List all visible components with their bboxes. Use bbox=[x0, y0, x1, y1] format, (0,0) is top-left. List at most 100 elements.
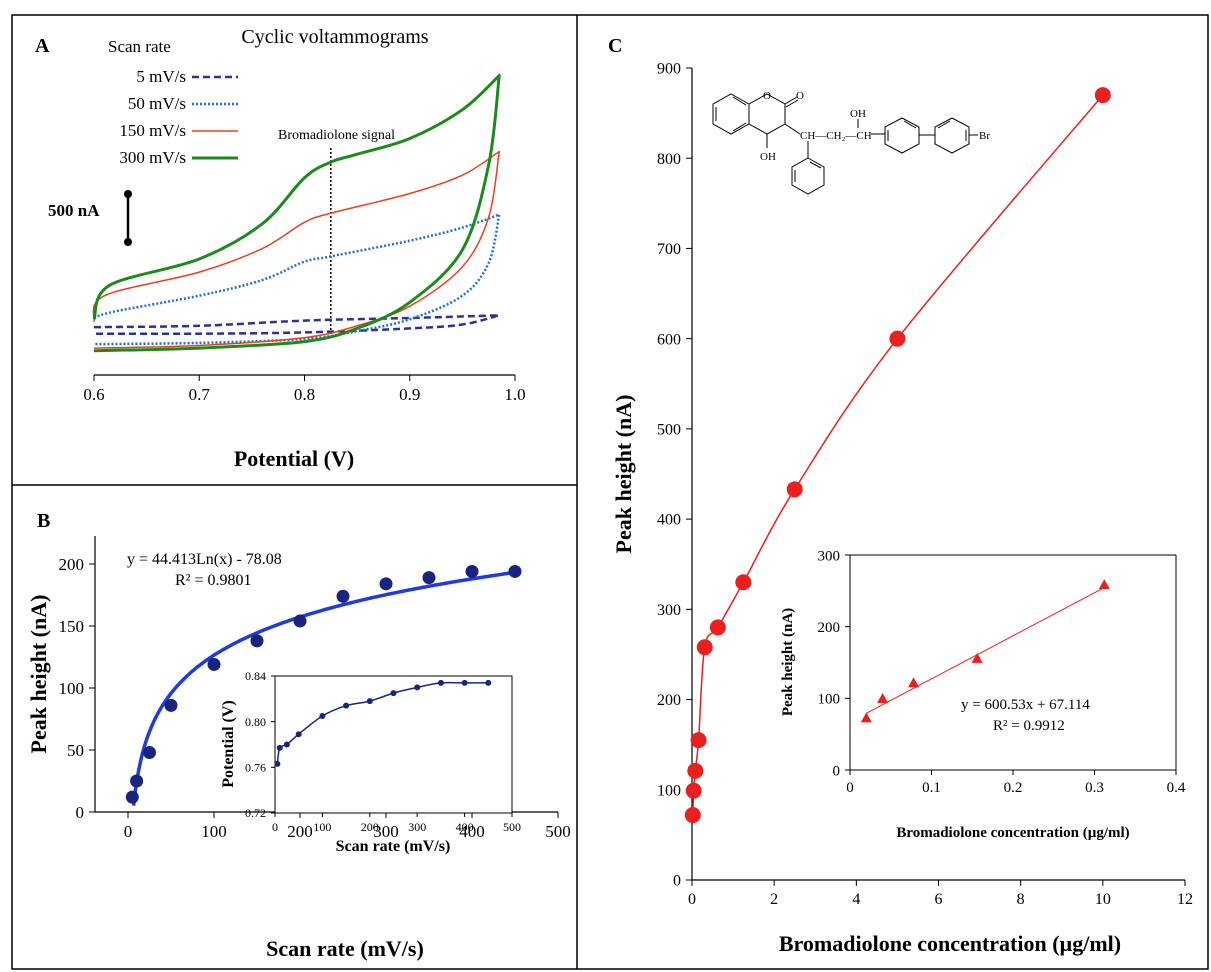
inset-data-point bbox=[295, 731, 302, 738]
data-point bbox=[207, 657, 221, 671]
data-point bbox=[685, 782, 702, 799]
x-tick-label: 100 bbox=[313, 820, 331, 834]
panel-a-curves bbox=[92, 73, 501, 353]
inset-data-point bbox=[274, 760, 281, 767]
panel-b-inset-y-ticks: 0.72 0.76 0.80 0.84 bbox=[245, 669, 275, 820]
bromadiolone-structure bbox=[712, 93, 978, 195]
y-tick-label: 50 bbox=[67, 741, 84, 760]
bromine-label: Br bbox=[979, 130, 990, 142]
x-tick-label: 0 bbox=[124, 822, 133, 841]
y-tick-label: 0.76 bbox=[245, 761, 266, 775]
panel-b-y-label: Peak height (nA) bbox=[26, 595, 51, 754]
data-point bbox=[164, 698, 178, 712]
x-tick-label: 0.4 bbox=[1167, 780, 1186, 796]
inset-data-point bbox=[461, 679, 468, 686]
panel-c-inset: 0 100 200 300 0 0.1 0.2 0.3 0.4 Bromadiolone co… bbox=[780, 548, 1186, 841]
panel-c-y-label: Peak height (nA) bbox=[611, 395, 636, 554]
inset-data-point bbox=[390, 690, 397, 697]
data-point bbox=[690, 732, 707, 749]
x-tick-label: 0.3 bbox=[1085, 780, 1104, 796]
legend-title: Scan rate bbox=[108, 37, 171, 56]
hydroxyl-label-2: OH bbox=[850, 108, 866, 120]
x-tick-label: 0.8 bbox=[294, 385, 315, 404]
carbonyl-bond bbox=[784, 96, 798, 105]
x-tick-label: 400 bbox=[459, 822, 485, 841]
side-chain-label: CH—CH₂—CH bbox=[800, 130, 872, 142]
y-tick-label: 700 bbox=[657, 241, 681, 258]
panel-c-x-label: Bromadiolone concentration (µg/ml) bbox=[779, 931, 1121, 956]
data-point bbox=[1094, 87, 1111, 104]
x-tick-label: 12 bbox=[1177, 891, 1193, 908]
panel-b-y-ticks: 0 50 100 150 200 bbox=[59, 555, 95, 822]
x-tick-label: 200 bbox=[361, 820, 379, 834]
x-tick-label: 500 bbox=[503, 820, 521, 834]
inset-data-point bbox=[877, 693, 889, 704]
bond bbox=[784, 123, 801, 135]
x-tick-label: 0.1 bbox=[922, 780, 941, 796]
panel-c-inset-y-ticks: 0 100 200 300 bbox=[818, 548, 850, 779]
x-tick-label: 0.7 bbox=[189, 385, 211, 404]
cv-curve-300mvs bbox=[92, 73, 501, 353]
panel-b-x-ticks: 0 100 200 300 400 500 bbox=[124, 812, 571, 841]
biphenyl-ring-1 bbox=[884, 117, 920, 154]
phenyl-ring bbox=[791, 157, 825, 195]
data-point bbox=[293, 614, 307, 628]
bond bbox=[937, 120, 951, 129]
panel-b-equation: y = 44.413Ln(x) - 78.08 bbox=[127, 551, 282, 568]
inset-data-point bbox=[485, 679, 492, 686]
x-tick-label: 0.9 bbox=[399, 385, 420, 404]
x-tick-label: 0 bbox=[846, 780, 854, 796]
data-point bbox=[735, 574, 752, 591]
x-tick-label: 8 bbox=[1017, 891, 1025, 908]
scale-bar-end-bottom bbox=[124, 238, 132, 246]
scale-bar-label: 500 nA bbox=[48, 201, 100, 220]
x-tick-label: 100 bbox=[201, 822, 227, 841]
bond bbox=[732, 96, 747, 106]
x-tick-label: 0.2 bbox=[1004, 780, 1023, 796]
panel-c-inset-equation: y = 600.53x + 67.114 bbox=[961, 697, 1090, 713]
panel-b-inset-x-ticks: 0 100 200 300 400 500 bbox=[272, 813, 521, 834]
x-tick-label: 2 bbox=[770, 891, 778, 908]
panel-a-title: Cyclic voltammograms bbox=[241, 26, 428, 48]
figure-frame bbox=[11, 14, 1209, 970]
ring-oxygen-label: O bbox=[763, 90, 771, 102]
panel-b-points bbox=[125, 564, 522, 804]
data-point bbox=[125, 790, 139, 804]
cv-curve-50mvs bbox=[93, 213, 501, 346]
inset-data-point bbox=[276, 744, 283, 751]
panel-c-inset-y-label: Peak height (nA) bbox=[780, 608, 796, 716]
bromadiolone-labels: O O OH OH CH—CH₂—CH Br bbox=[760, 90, 990, 163]
x-tick-label: 300 bbox=[408, 820, 426, 834]
x-tick-label: 200 bbox=[287, 822, 313, 841]
panel-b-x-label: Scan rate (mV/s) bbox=[266, 936, 424, 961]
inset-data-point bbox=[860, 712, 872, 723]
data-point bbox=[379, 577, 393, 591]
carbonyl-bond bbox=[785, 99, 799, 108]
y-tick-label: 150 bbox=[59, 617, 85, 636]
benzo-ring bbox=[712, 93, 750, 135]
panel-c-inset-points bbox=[860, 579, 1110, 723]
panel-b-r2: R² = 0.9801 bbox=[175, 572, 252, 589]
panel-b-inset-x-label: Scan rate (mV/s) bbox=[336, 838, 451, 855]
y-tick-label: 100 bbox=[59, 679, 85, 698]
x-tick-label: 10 bbox=[1095, 891, 1111, 908]
panel-b-inset: 0.720.760.800.84 0 100 200 300 400 500 Scan r… bbox=[220, 669, 521, 855]
data-point bbox=[687, 762, 704, 779]
biphenyl-ring-2 bbox=[934, 117, 970, 154]
bond bbox=[809, 161, 822, 169]
panel-c-inset-x-label: Bromadiolone concentration (µg/ml) bbox=[896, 825, 1129, 841]
inset-data-point bbox=[1098, 579, 1110, 590]
y-tick-label: 100 bbox=[818, 692, 841, 708]
y-tick-label: 900 bbox=[657, 61, 681, 78]
inset-data-point bbox=[366, 698, 373, 705]
panel-b-inset-points bbox=[274, 679, 492, 767]
panel-a-x-ticks: 0.6 0.7 0.8 0.9 1.0 bbox=[83, 375, 526, 404]
panel-a-letter: A bbox=[35, 35, 50, 57]
x-tick-label: 400 bbox=[456, 820, 474, 834]
panel-c-inset-x-ticks: 0 0.1 0.2 0.3 0.4 bbox=[846, 770, 1186, 796]
y-tick-label: 200 bbox=[657, 692, 681, 709]
y-tick-label: 300 bbox=[657, 602, 681, 619]
inset-data-point bbox=[343, 702, 350, 709]
y-tick-label: 0 bbox=[833, 763, 841, 779]
panel-c-x-ticks: 0 2 4 6 8 10 12 bbox=[688, 880, 1193, 908]
